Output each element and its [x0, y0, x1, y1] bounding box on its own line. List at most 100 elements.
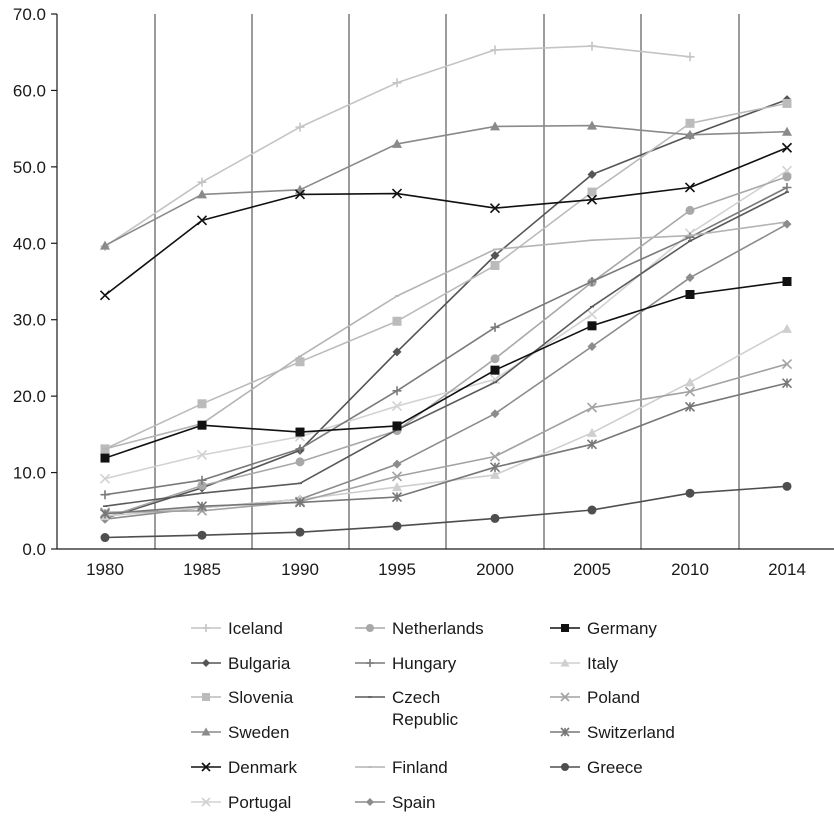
series-line-denmark: [104, 147, 788, 296]
x-tick-label: 1990: [281, 560, 319, 579]
data-point-iceland: [392, 78, 402, 88]
series-line-switzerland: [104, 382, 788, 515]
data-point-portugal: [196, 449, 208, 461]
data-point-spain: [782, 219, 792, 229]
data-point-germany: [100, 453, 110, 463]
data-point-netherlands: [197, 481, 207, 491]
legend-marker-poland: [560, 692, 570, 702]
data-point-slovenia: [685, 118, 695, 128]
data-point-slovenia: [782, 98, 792, 108]
legend-item-sweden: Sweden: [191, 723, 289, 742]
data-point-switzerland: [684, 401, 696, 412]
legend-marker-germany: [561, 624, 569, 632]
y-tick-label: 60.0: [13, 81, 46, 100]
data-point-denmark: [196, 215, 208, 226]
series-line-slovenia: [104, 102, 788, 450]
series-line-czech-republic: [104, 191, 788, 507]
legend-label-netherlands: Netherlands: [392, 619, 484, 638]
data-point-slovenia: [197, 399, 207, 409]
series-line-sweden: [104, 124, 788, 247]
y-tick-label: 20.0: [13, 387, 46, 406]
data-point-denmark: [489, 203, 501, 214]
legend-label-sweden: Sweden: [228, 723, 289, 742]
data-point-iceland: [295, 122, 305, 132]
data-point-netherlands: [685, 205, 695, 215]
legend-item-bulgaria: Bulgaria: [191, 654, 291, 673]
y-tick-label: 0.0: [22, 540, 46, 559]
data-point-germany: [295, 427, 305, 437]
x-tick-label: 2014: [768, 560, 806, 579]
data-point-spain: [392, 459, 402, 469]
data-point-greece: [197, 530, 207, 540]
legend-marker-bulgaria: [202, 659, 210, 667]
data-point-poland: [781, 358, 793, 370]
legend-item-italy: Italy: [550, 654, 619, 673]
data-point-poland: [196, 505, 208, 516]
legend-item-netherlands: Netherlands: [355, 619, 484, 638]
legend-item-germany: Germany: [550, 619, 657, 638]
data-point-hungary: [587, 277, 597, 286]
data-point-germany: [685, 289, 695, 299]
data-point-sweden: [782, 126, 792, 136]
data-point-greece: [782, 481, 792, 491]
data-point-germany: [587, 321, 597, 331]
series-greece: [100, 481, 792, 543]
data-point-portugal: [489, 374, 501, 385]
series-line-greece: [104, 485, 788, 539]
series-iceland: [100, 41, 695, 251]
data-point-spain: [490, 409, 500, 419]
data-point-poland: [684, 386, 696, 397]
data-point-denmark: [99, 290, 111, 301]
legend-item-portugal: Portugal: [191, 793, 291, 812]
data-point-denmark: [391, 188, 403, 199]
data-point-slovenia: [392, 316, 402, 326]
data-point-sweden: [490, 121, 500, 131]
x-tick-label: 1995: [378, 560, 416, 579]
data-point-sweden: [197, 189, 207, 199]
series-hungary: [100, 182, 792, 500]
data-point-iceland: [490, 45, 500, 55]
legend-item-czech-republic: Czech Republic: [355, 688, 459, 729]
data-point-italy: [490, 469, 500, 479]
legend-item-poland: Poland: [550, 688, 640, 707]
legend-label-line: Czech: [392, 688, 440, 707]
data-point-sweden: [587, 120, 597, 130]
axes: [51, 13, 834, 550]
legend-label-portugal: Portugal: [228, 793, 291, 812]
x-tick-label: 1980: [86, 560, 124, 579]
legend-marker-portugal: [201, 797, 211, 807]
data-point-germany: [782, 277, 792, 286]
data-point-poland: [391, 471, 403, 482]
legend-item-iceland: Iceland: [191, 619, 283, 638]
data-point-denmark: [684, 182, 696, 193]
series-germany: [100, 277, 792, 463]
data-point-portugal: [99, 473, 111, 484]
legend-item-denmark: Denmark: [191, 758, 297, 777]
legend-marker-spain: [366, 798, 374, 806]
series-line-portugal: [104, 170, 788, 480]
data-point-hungary: [100, 490, 110, 500]
data-point-italy: [392, 482, 402, 492]
legend-marker-iceland: [202, 624, 210, 632]
data-point-greece: [685, 488, 695, 498]
x-axis-tick-labels: 1980 1985 1990 1995 2000 2005 2010 2014: [86, 560, 806, 579]
data-point-iceland: [685, 52, 695, 62]
legend-label-spain: Spain: [392, 793, 435, 812]
legend-marker-netherlands: [366, 624, 374, 632]
vertical-gridlines: [154, 14, 740, 549]
legend-marker-italy: [560, 658, 570, 667]
legend-item-spain: Spain: [355, 793, 435, 812]
data-point-sweden: [392, 138, 402, 148]
data-point-hungary: [295, 444, 305, 454]
data-point-portugal: [586, 309, 598, 320]
legend-label-line: Republic: [392, 710, 459, 729]
legend-marker-slovenia: [202, 693, 210, 701]
data-point-bulgaria: [490, 251, 500, 261]
data-point-netherlands: [490, 354, 500, 364]
data-point-denmark: [586, 194, 598, 205]
data-point-slovenia: [587, 187, 597, 197]
data-point-greece: [100, 533, 110, 543]
series-line-netherlands: [104, 176, 788, 519]
data-point-switzerland: [489, 462, 501, 473]
legend-label-poland: Poland: [587, 688, 640, 707]
